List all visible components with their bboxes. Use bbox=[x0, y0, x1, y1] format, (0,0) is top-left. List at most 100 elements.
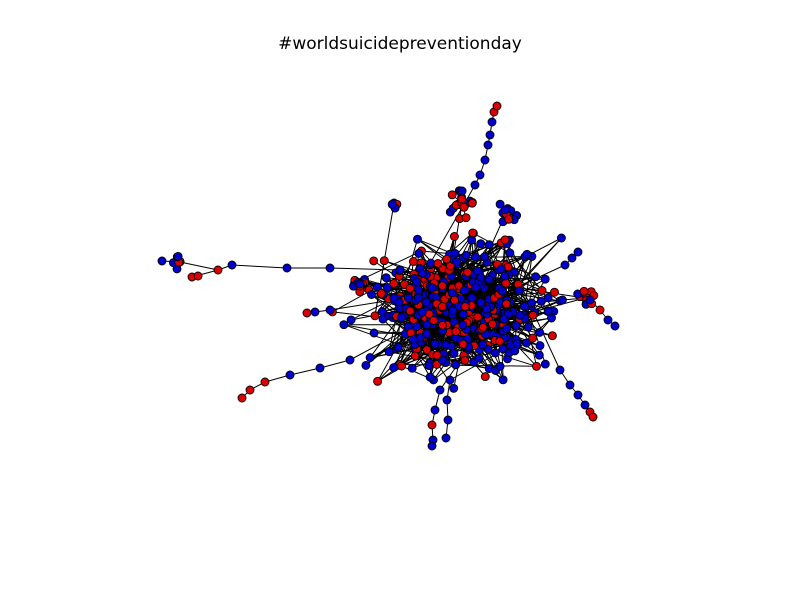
graph-node-blue bbox=[603, 315, 613, 325]
graph-node-blue bbox=[495, 199, 505, 209]
graph-node-red bbox=[495, 336, 505, 346]
graph-node-blue bbox=[476, 239, 486, 249]
graph-node-blue bbox=[403, 293, 413, 303]
graph-node-blue bbox=[535, 341, 545, 351]
graph-node-blue bbox=[378, 314, 388, 324]
graph-node-blue bbox=[285, 370, 295, 380]
graph-node-blue bbox=[413, 234, 422, 244]
graph-node-red bbox=[389, 279, 399, 288]
graph-node-blue bbox=[580, 400, 590, 410]
graph-node-red bbox=[429, 316, 439, 325]
graph-node-blue bbox=[412, 277, 422, 287]
graph-node-blue bbox=[514, 286, 524, 296]
graph-node-red bbox=[463, 267, 472, 277]
graph-node-blue bbox=[487, 117, 497, 127]
graph-node-red bbox=[397, 361, 407, 371]
graph-node-blue bbox=[565, 380, 575, 390]
graph-node-red bbox=[467, 198, 477, 208]
graph-node-blue bbox=[407, 363, 417, 373]
graph-node-blue bbox=[484, 275, 494, 284]
graph-node-blue bbox=[485, 130, 495, 140]
graph-node-red bbox=[460, 355, 470, 365]
graph-node-blue bbox=[377, 307, 387, 317]
graph-node-red bbox=[480, 372, 490, 382]
graph-node-blue bbox=[535, 327, 545, 337]
graph-node-blue bbox=[474, 353, 484, 363]
graph-node-red bbox=[433, 259, 443, 268]
graph-node-blue bbox=[519, 301, 529, 311]
graph-node-blue bbox=[498, 344, 508, 354]
graph-node-blue bbox=[389, 363, 399, 373]
graph-node-red bbox=[532, 361, 541, 371]
graph-node-blue bbox=[480, 155, 490, 165]
graph-node-red bbox=[437, 281, 447, 291]
graph-edge bbox=[439, 355, 465, 391]
graph-node-blue bbox=[325, 263, 335, 273]
graph-node-blue bbox=[384, 347, 394, 357]
graph-node-blue bbox=[470, 180, 480, 190]
graph-node-blue bbox=[458, 320, 468, 330]
graph-node-red bbox=[447, 190, 457, 200]
graph-node-blue bbox=[310, 307, 320, 317]
graph-node-blue bbox=[381, 273, 391, 283]
graph-node-red bbox=[379, 256, 389, 266]
graph-node-blue bbox=[557, 295, 567, 305]
graph-node-blue bbox=[543, 306, 553, 316]
graph-node-red bbox=[550, 287, 559, 297]
graph-node-blue bbox=[435, 385, 445, 395]
graph-node-blue bbox=[442, 395, 452, 405]
graph-node-red bbox=[458, 339, 468, 349]
graph-node-red bbox=[500, 235, 510, 245]
graph-node-red bbox=[478, 322, 488, 332]
graph-node-blue bbox=[495, 361, 505, 371]
graph-node-red bbox=[528, 333, 538, 343]
graph-node-blue bbox=[536, 296, 546, 306]
graph-node-blue bbox=[394, 297, 404, 307]
graph-node-blue bbox=[527, 298, 537, 308]
graph-node-blue bbox=[339, 320, 349, 330]
graph-node-red bbox=[579, 286, 589, 296]
graph-node-red bbox=[451, 327, 461, 336]
graph-nodes bbox=[157, 101, 620, 451]
graph-node-blue bbox=[424, 361, 434, 371]
graph-node-blue bbox=[480, 252, 489, 262]
graph-node-blue bbox=[471, 252, 480, 262]
graph-node-red bbox=[245, 385, 255, 395]
graph-node-blue bbox=[227, 260, 237, 270]
graph-node-red bbox=[237, 393, 247, 403]
graph-node-red bbox=[302, 308, 312, 318]
graph-node-blue bbox=[361, 360, 371, 370]
graph-node-blue bbox=[445, 375, 455, 385]
graph-node-blue bbox=[475, 170, 485, 180]
graph-node-blue bbox=[282, 263, 292, 273]
graph-node-blue bbox=[523, 322, 533, 332]
graph-node-blue bbox=[471, 282, 481, 292]
graph-node-blue bbox=[157, 256, 167, 266]
graph-node-blue bbox=[498, 375, 508, 385]
graph-node-blue bbox=[560, 260, 570, 270]
graph-edge bbox=[289, 367, 321, 376]
graph-node-blue bbox=[567, 253, 577, 263]
graph-node-blue bbox=[483, 140, 493, 150]
figure-title: #worldsuicidepreventionday bbox=[278, 34, 522, 54]
graph-node-blue bbox=[430, 339, 440, 349]
graph-node-red bbox=[437, 320, 447, 330]
graph-node-red bbox=[213, 265, 223, 275]
graph-node-blue bbox=[441, 340, 451, 350]
graph-node-red bbox=[487, 319, 497, 329]
graph-node-blue bbox=[413, 293, 423, 303]
graph-edge bbox=[494, 340, 504, 380]
graph-node-red bbox=[504, 214, 514, 224]
graph-node-blue bbox=[457, 186, 467, 196]
graph-node-blue bbox=[325, 305, 335, 315]
graph-node-blue bbox=[345, 355, 355, 365]
graph-node-red bbox=[457, 194, 467, 204]
graph-node-blue bbox=[443, 415, 453, 425]
graph-node-blue bbox=[393, 342, 403, 352]
graph-node-blue bbox=[515, 310, 525, 320]
graph-node-blue bbox=[573, 390, 583, 400]
graph-node-blue bbox=[449, 383, 459, 393]
graph-edge bbox=[432, 329, 481, 356]
graph-node-blue bbox=[452, 257, 462, 267]
